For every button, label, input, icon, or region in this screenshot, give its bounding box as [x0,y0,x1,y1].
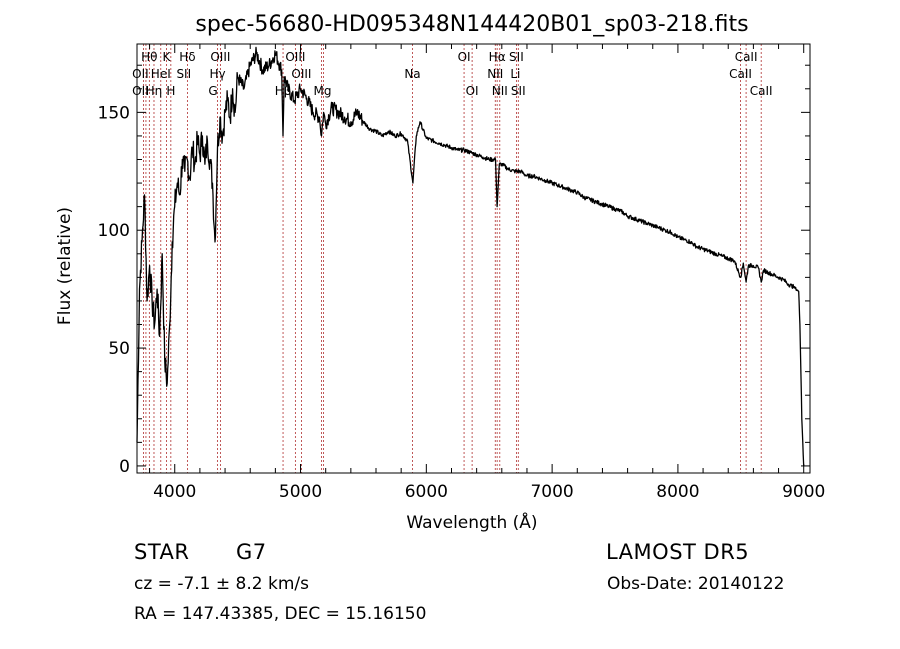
line-label: NII [487,67,503,81]
plot-frame [136,43,811,474]
line-label: Hγ [209,67,225,81]
observation-date: Obs-Date: 20140122 [607,574,785,594]
line-label: Hα [489,50,506,64]
x-tick-label: 6000 [405,482,448,502]
line-label: Hη [146,84,163,98]
line-label: K [162,50,171,64]
line-label: NII [492,84,508,98]
line-label: H [166,84,175,98]
line-label: OIII [291,67,311,81]
line-label: Hβ [275,84,292,98]
chart-title: spec-56680-HD095348N144420B01_sp03-218.f… [195,12,748,37]
x-tick-label: 7000 [530,482,573,502]
line-label: Mg [314,84,332,98]
line-label: SII [511,84,526,98]
line-label: OI [458,50,471,64]
x-tick-label: 9000 [782,482,825,502]
y-tick-label: 150 [98,103,130,123]
line-label: OI [466,84,479,98]
y-tick-label: 0 [119,457,130,477]
line-label: SII [176,67,191,81]
line-label: SII [509,50,524,64]
spectrum-line [136,46,805,466]
line-label: Hδ [179,50,195,64]
line-label: CaII [735,50,758,64]
x-axis: 4000 5000 6000 7000 8000 9000 [149,44,825,502]
survey-name: LAMOST DR5 [606,540,750,564]
line-label: OIII [210,50,230,64]
x-tick-label: 4000 [153,482,196,502]
line-label: OII [132,84,149,98]
x-axis-label: Wavelength (Å) [406,511,537,533]
line-label: CaII [750,84,773,98]
y-axis: 0 50 100 150 [98,64,810,477]
y-tick-label: 100 [98,221,130,241]
sky-coordinates: RA = 147.43385, DEC = 15.16150 [134,604,427,624]
object-subclass: G7 [236,540,267,564]
line-label: Hθ [141,50,157,64]
line-marker-group [143,44,762,473]
y-axis-label: Flux (relative) [55,207,75,325]
line-label: Na [404,67,420,81]
line-label: Li [510,67,520,81]
y-tick-label: 50 [108,339,130,359]
line-label: G [208,84,217,98]
x-tick-label: 5000 [279,482,322,502]
redshift-velocity: cz = -7.1 ± 8.2 km/s [134,574,309,594]
line-label: HeI [151,67,171,81]
object-class: STAR [134,540,190,564]
line-label: CaII [729,67,752,81]
line-label: OIII [285,50,305,64]
line-label: OII [132,67,149,81]
x-tick-label: 8000 [656,482,699,502]
